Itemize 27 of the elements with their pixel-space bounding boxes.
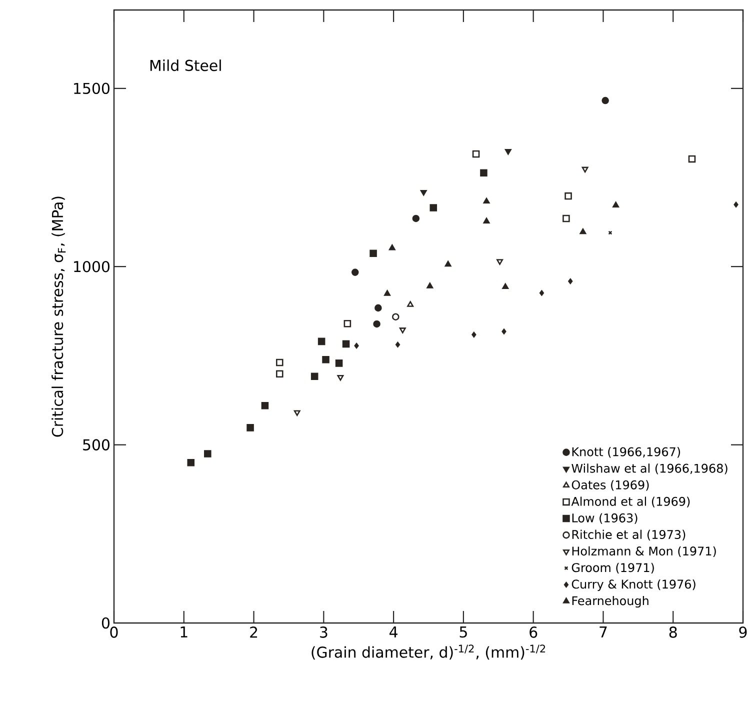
y-tick-label: 500 (83, 439, 110, 450)
text: Mild Steel (150, 60, 221, 72)
x-tick-label: 4 (390, 626, 398, 638)
legend-label: Holzmann & Mon (1971) (572, 546, 716, 557)
legend-label: Curry & Knott (1976) (572, 579, 696, 591)
x-tick-label: 7 (600, 626, 607, 638)
legend-label: Wilshaw et al (1966,1968) (572, 464, 728, 474)
legend-label: Ritchie et al (1973) (572, 530, 686, 540)
legend-label: Low (1963) (572, 513, 638, 524)
x-tick-label: 3 (320, 626, 328, 638)
legend-label: Almond et al (1969) (571, 496, 690, 508)
legend-label: Fearnehough (572, 596, 648, 608)
x-tick-label: 0 (110, 626, 118, 638)
x-axis-title: (Grain diameter, d)$^{-1/2}$, (mm)$^{-1/2}$ (312, 644, 546, 660)
legend-label: Oates (1969) (572, 480, 649, 491)
x-tick-label: 6 (530, 626, 538, 638)
x-tick-label: 8 (669, 626, 677, 638)
x-tick-label: 1 (180, 626, 188, 638)
y-tick-label: 1000 (74, 260, 110, 272)
y-tick-label: 1500 (74, 82, 110, 94)
y-axis-title: Critical fracture stress, σ$_{F}$, (MPa) (52, 196, 66, 437)
x-tick-label: 2 (250, 626, 258, 638)
legend-label: Groom (1971) (572, 562, 654, 574)
x-tick-label: 5 (460, 626, 467, 638)
x-tick-label: 9 (739, 626, 747, 638)
y-tick-label: 0 (102, 617, 110, 629)
legend-label: Knott (1966,1967) (572, 447, 680, 458)
